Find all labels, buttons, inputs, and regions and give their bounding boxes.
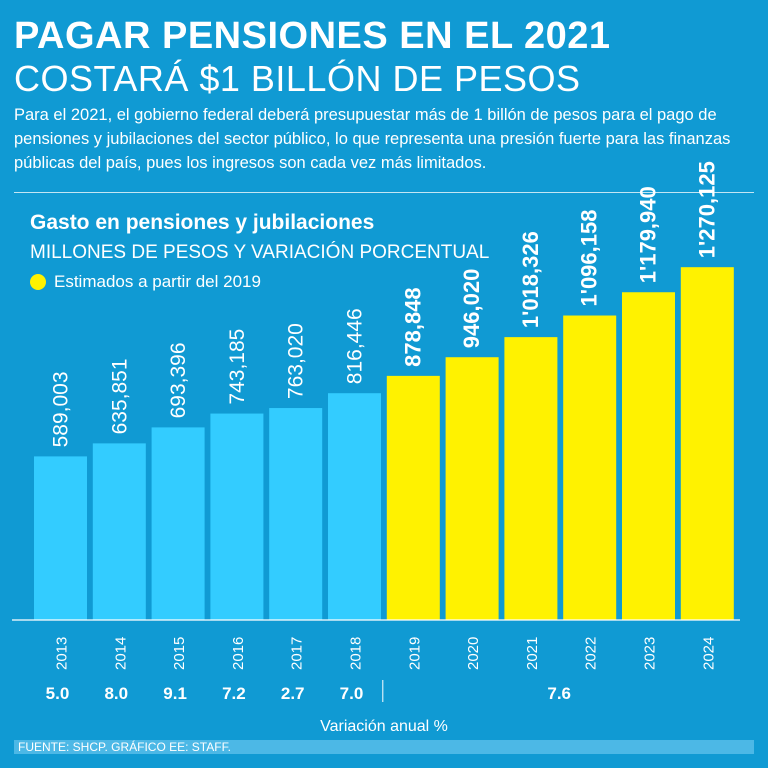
bar-2013 (34, 456, 87, 620)
value-label: 635,851 (108, 358, 131, 434)
variation-value: 9.1 (163, 684, 187, 703)
value-label: 1'179,940 (636, 186, 661, 283)
value-label: 946,020 (459, 269, 484, 349)
variation-estimated-value: 7.6 (547, 684, 571, 703)
bar-2023 (622, 292, 675, 620)
bar-2017 (269, 408, 323, 620)
value-label: 1'270,125 (694, 161, 719, 258)
legend-dot-icon (30, 274, 46, 290)
intro-paragraph: Para el 2021, el gobierno federal deberá… (14, 106, 731, 172)
bar-2015 (151, 427, 205, 620)
value-label: 1'018,326 (518, 231, 543, 328)
chart-title: Gasto en pensiones y jubilaciones (30, 211, 375, 234)
bar-chart: 589,003 2013 635,851 2014 693,396 2015 743,185… (12, 161, 740, 735)
value-label: 693,396 (167, 342, 190, 418)
year-tick-label: 2023 (642, 637, 659, 670)
value-label: 589,003 (50, 371, 73, 447)
title-line-2: COSTARÁ $1 BILLÓN DE PESOS (14, 58, 581, 99)
legend: Estimados a partir del 2019 (30, 272, 261, 292)
bar-2020 (445, 357, 499, 620)
bar-2024 (680, 267, 734, 620)
bar-2014 (92, 443, 146, 620)
legend-label: Estimados a partir del 2019 (54, 272, 261, 291)
year-tick-label: 2024 (700, 637, 717, 670)
bar-2016 (210, 413, 264, 620)
value-label: 763,020 (285, 323, 308, 399)
bar-2018 (328, 393, 381, 620)
source-note: FUENTE: SHCP. GRÁFICO EE: STAFF. (18, 740, 231, 754)
year-tick-label: 2014 (112, 637, 129, 670)
bar-2019 (386, 375, 440, 620)
value-label: 816,446 (344, 308, 367, 384)
title-line-1: PAGAR PENSIONES EN EL 2021 (14, 15, 611, 57)
chart-subtitle: MILLONES DE PESOS Y VARIACIÓN PORCENTUAL (30, 242, 490, 263)
year-tick-label: 2019 (406, 637, 423, 670)
x-axis-label: Variación anual % (320, 718, 448, 735)
value-label: 1'096,158 (577, 210, 602, 307)
variation-value: 7.2 (222, 684, 246, 703)
year-tick-label: 2022 (583, 637, 600, 670)
footer-bar: FUENTE: SHCP. GRÁFICO EE: STAFF. (14, 740, 754, 754)
year-tick-label: 2016 (230, 637, 247, 670)
year-tick-label: 2017 (289, 637, 306, 670)
year-tick-label: 2013 (54, 637, 71, 670)
variation-value: 2.7 (281, 684, 305, 703)
value-label: 878,848 (400, 287, 425, 367)
variation-value: 8.0 (104, 684, 128, 703)
divider (14, 192, 754, 193)
year-tick-label: 2020 (465, 637, 482, 670)
year-tick-label: 2015 (171, 637, 188, 670)
bar-2021 (504, 337, 558, 620)
year-tick-label: 2018 (348, 637, 365, 670)
variation-value: 7.0 (340, 684, 364, 703)
value-label: 743,185 (226, 329, 249, 405)
year-tick-label: 2021 (524, 637, 541, 670)
bar-2022 (563, 315, 617, 620)
variation-value: 5.0 (46, 684, 70, 703)
